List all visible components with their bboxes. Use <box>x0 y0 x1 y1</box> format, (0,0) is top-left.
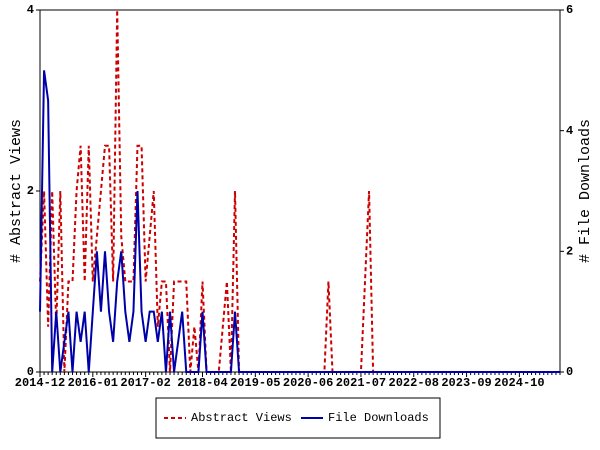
y-tick-label: 4 <box>27 3 34 17</box>
x-tick-label: 2020-06 <box>283 376 333 390</box>
x-tick-label: 2023-09 <box>441 376 491 390</box>
x-tick-label: 2018-04 <box>177 376 227 390</box>
legend-label: File Downloads <box>328 411 429 425</box>
x-tick-label: 2014-12 <box>15 376 65 390</box>
x-tick-label: 2024-10 <box>494 376 544 390</box>
x-tick-label: 2019-05 <box>230 376 280 390</box>
y2-tick-label: 0 <box>566 365 573 379</box>
y-tick-label: 0 <box>27 365 34 379</box>
x-tick-label: 2016-01 <box>68 376 118 390</box>
y-axis-title: # Abstract Views <box>8 119 25 263</box>
series-line <box>39 9 560 373</box>
series-line <box>39 70 560 373</box>
legend-box <box>155 397 441 439</box>
y2-tick-label: 6 <box>566 3 573 17</box>
y2-tick-label: 2 <box>566 245 573 259</box>
legend-label: Abstract Views <box>191 411 292 425</box>
y2-tick-label: 4 <box>566 124 573 138</box>
x-tick-label: 2022-08 <box>389 376 439 390</box>
y2-axis-title: # File Downloads <box>577 119 594 263</box>
x-tick-label: 2017-02 <box>120 376 170 390</box>
x-tick-label: 2021-07 <box>336 376 386 390</box>
y-tick-label: 2 <box>27 184 34 198</box>
